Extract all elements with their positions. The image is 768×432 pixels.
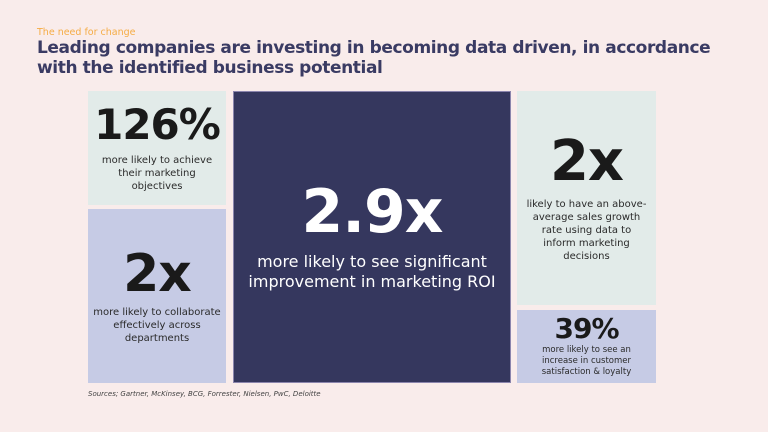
stat-value: 2x <box>123 243 192 304</box>
stat-value: 2x <box>549 128 624 194</box>
section-eyebrow: The need for change <box>37 27 136 38</box>
stat-value: 2.9x <box>301 177 444 247</box>
stat-card-marketing-objectives: 126% more likely to achieve their market… <box>88 91 226 205</box>
sources-footnote: Sources; Gartner, McKinsey, BCG, Forrest… <box>88 390 321 398</box>
stat-card-collaboration: 2x more likely to collaborate effectivel… <box>88 209 226 383</box>
stat-card-sales-growth: 2x likely to have an above-average sales… <box>517 91 656 305</box>
page-title: Leading companies are investing in becom… <box>37 38 711 78</box>
stat-description: more likely to collaborate effectively a… <box>93 306 221 344</box>
stat-value: 126% <box>94 99 221 149</box>
stat-description: more likely to see significant improveme… <box>248 252 496 291</box>
stat-card-marketing-roi: 2.9x more likely to see significant impr… <box>233 91 511 383</box>
stat-description: more likely to see an increase in custom… <box>541 345 632 377</box>
stat-card-customer-satisfaction: 39% more likely to see an increase in cu… <box>517 310 656 383</box>
stat-description: more likely to achieve their marketing o… <box>101 154 213 192</box>
stat-description: likely to have an above-average sales gr… <box>526 198 647 262</box>
stat-value: 39% <box>554 312 619 345</box>
